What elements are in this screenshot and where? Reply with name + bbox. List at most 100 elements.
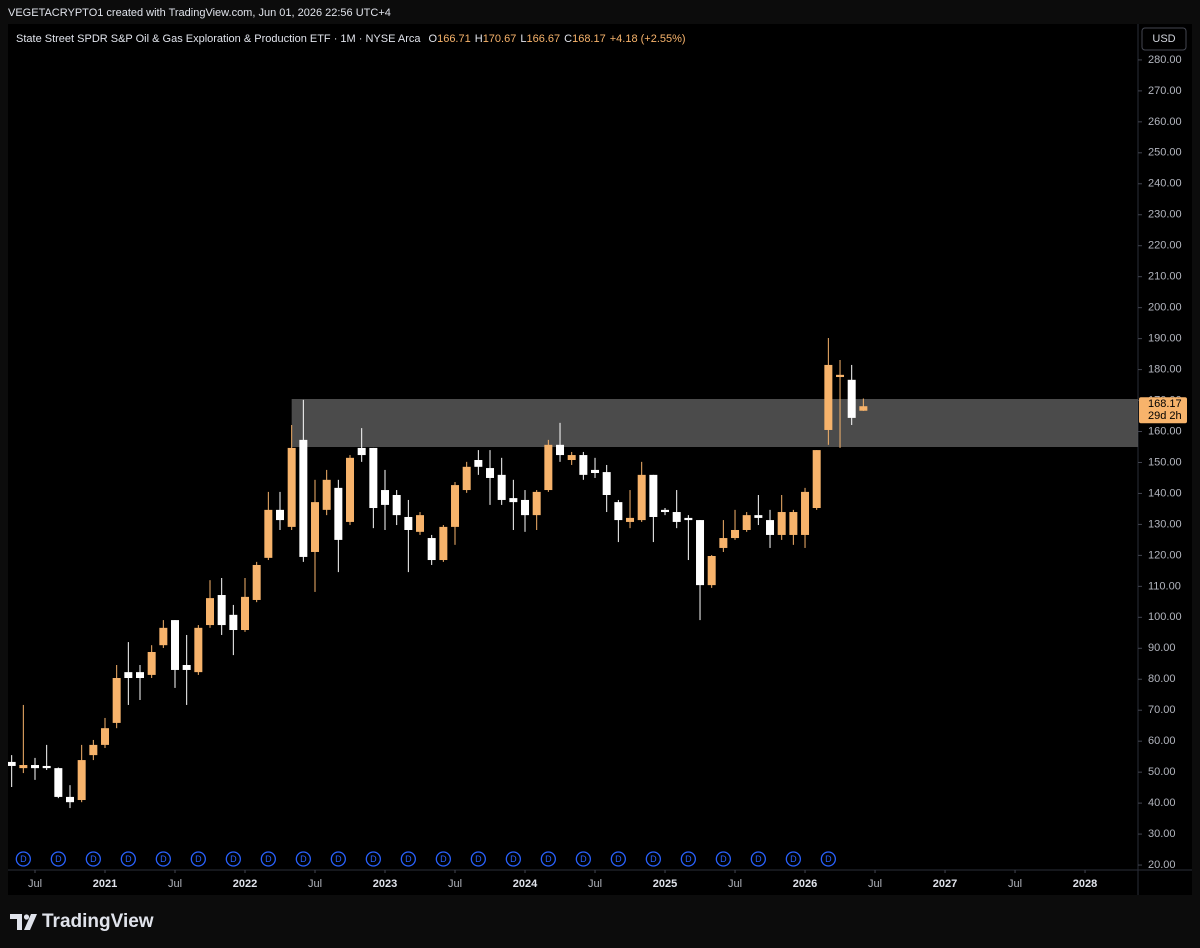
candle-body <box>322 479 331 510</box>
dividend-marker <box>190 851 206 867</box>
x-tick-label: Jul <box>448 878 462 890</box>
candle-body <box>742 515 751 530</box>
ohlc-value: 168.17 <box>572 33 606 45</box>
y-tick-label: 260.00 <box>1148 116 1182 128</box>
dividend-label: D <box>20 854 27 864</box>
dividend-label: D <box>160 854 167 864</box>
y-tick-label: 150.00 <box>1148 456 1182 468</box>
candle-body <box>684 517 693 521</box>
candle-body <box>801 491 810 535</box>
symbol-title: State Street SPDR S&P Oil & Gas Explorat… <box>16 33 421 45</box>
dividend-marker <box>715 851 732 867</box>
dividend-marker <box>225 851 241 867</box>
ohlc-value: 166.71 <box>437 33 471 45</box>
y-tick-label: 280.00 <box>1148 54 1182 66</box>
candle-body <box>497 474 506 500</box>
x-tick-label: Jul <box>728 878 742 890</box>
candle-body <box>416 515 425 532</box>
dividend-marker <box>540 851 556 867</box>
candle-body <box>357 447 366 456</box>
y-tick-label: 40.00 <box>1148 797 1176 809</box>
ohlc-label: O <box>429 33 438 45</box>
x-tick-label: 2025 <box>653 878 677 890</box>
logo-text: TradingView <box>42 911 154 932</box>
candle-body <box>567 455 576 461</box>
candle-body <box>206 598 215 626</box>
currency-box[interactable] <box>1141 27 1187 51</box>
candle-body <box>136 672 145 679</box>
y-tick-label: 140.00 <box>1148 487 1182 499</box>
candle-body <box>462 466 471 491</box>
dividend-label: D <box>545 854 552 864</box>
dividend-label: D <box>335 854 342 864</box>
dividend-label: D <box>615 854 622 864</box>
dividend-label: D <box>265 854 272 864</box>
dividend-marker <box>295 851 311 867</box>
y-tick-label: 220.00 <box>1148 240 1182 252</box>
dividend-label: D <box>405 854 412 864</box>
dividend-marker <box>470 851 486 867</box>
x-tick-label: 2023 <box>373 878 397 890</box>
candle-body <box>392 494 401 516</box>
candle-body <box>614 502 623 521</box>
dividend-label: D <box>300 854 307 864</box>
change: +4.18 (+2.55%) <box>610 33 686 45</box>
candle-body <box>649 474 658 517</box>
logo-icon <box>24 914 37 930</box>
dividend-marker <box>15 851 31 867</box>
dividend-label: D <box>90 854 97 864</box>
candle-body <box>579 455 588 475</box>
y-tick-label: 20.00 <box>1148 859 1176 871</box>
dividend-label: D <box>475 854 482 864</box>
candle-body <box>241 596 250 631</box>
dividend-marker <box>85 851 101 867</box>
candle-body <box>229 614 238 631</box>
candle-body <box>707 556 716 586</box>
candle-body <box>777 512 786 535</box>
dividend-marker <box>785 851 802 867</box>
candle-body <box>404 516 413 530</box>
candle-body <box>217 595 226 626</box>
chart-legend: State Street SPDR S&P Oil & Gas Explorat… <box>16 33 686 45</box>
dividend-marker <box>50 851 66 867</box>
x-tick-label: 2028 <box>1073 878 1097 890</box>
candle-body <box>427 538 436 561</box>
countdown: 29d 2h <box>1148 410 1182 422</box>
dividend-marker <box>505 851 521 867</box>
dividend-marker <box>645 851 662 867</box>
dividend-label: D <box>370 854 377 864</box>
candle-body <box>287 447 296 527</box>
dividend-label: D <box>650 854 657 864</box>
candle-body <box>311 502 320 552</box>
candle-body <box>731 529 740 539</box>
ohlc-value: 170.67 <box>483 33 517 45</box>
candle-body <box>812 450 821 509</box>
x-tick-label: Jul <box>868 878 882 890</box>
dividend-marker <box>260 851 276 867</box>
candle-body <box>182 665 191 670</box>
dividend-marker <box>155 851 171 867</box>
candle-body <box>602 472 611 495</box>
candle-body <box>719 538 728 548</box>
y-tick-label: 50.00 <box>1148 766 1176 778</box>
candle-body <box>194 627 203 673</box>
y-tick-label: 250.00 <box>1148 147 1182 159</box>
candle-body <box>824 364 833 430</box>
ohlc-label: C <box>564 33 572 45</box>
candle-body <box>8 761 16 766</box>
x-tick-label: 2024 <box>513 878 538 890</box>
ohlc-label: H <box>475 33 483 45</box>
y-tick-label: 210.00 <box>1148 271 1182 283</box>
dividend-marker <box>820 851 837 867</box>
dividend-label: D <box>230 854 237 864</box>
x-tick-label: Jul <box>168 878 182 890</box>
x-tick-label: Jul <box>308 878 322 890</box>
candle-body <box>334 487 343 540</box>
candle-body <box>836 374 845 378</box>
candle-body <box>661 509 670 513</box>
dividend-label: D <box>685 854 692 864</box>
y-tick-label: 100.00 <box>1148 611 1182 623</box>
price-scale <box>1138 24 1192 895</box>
y-tick-label: 130.00 <box>1148 518 1182 530</box>
